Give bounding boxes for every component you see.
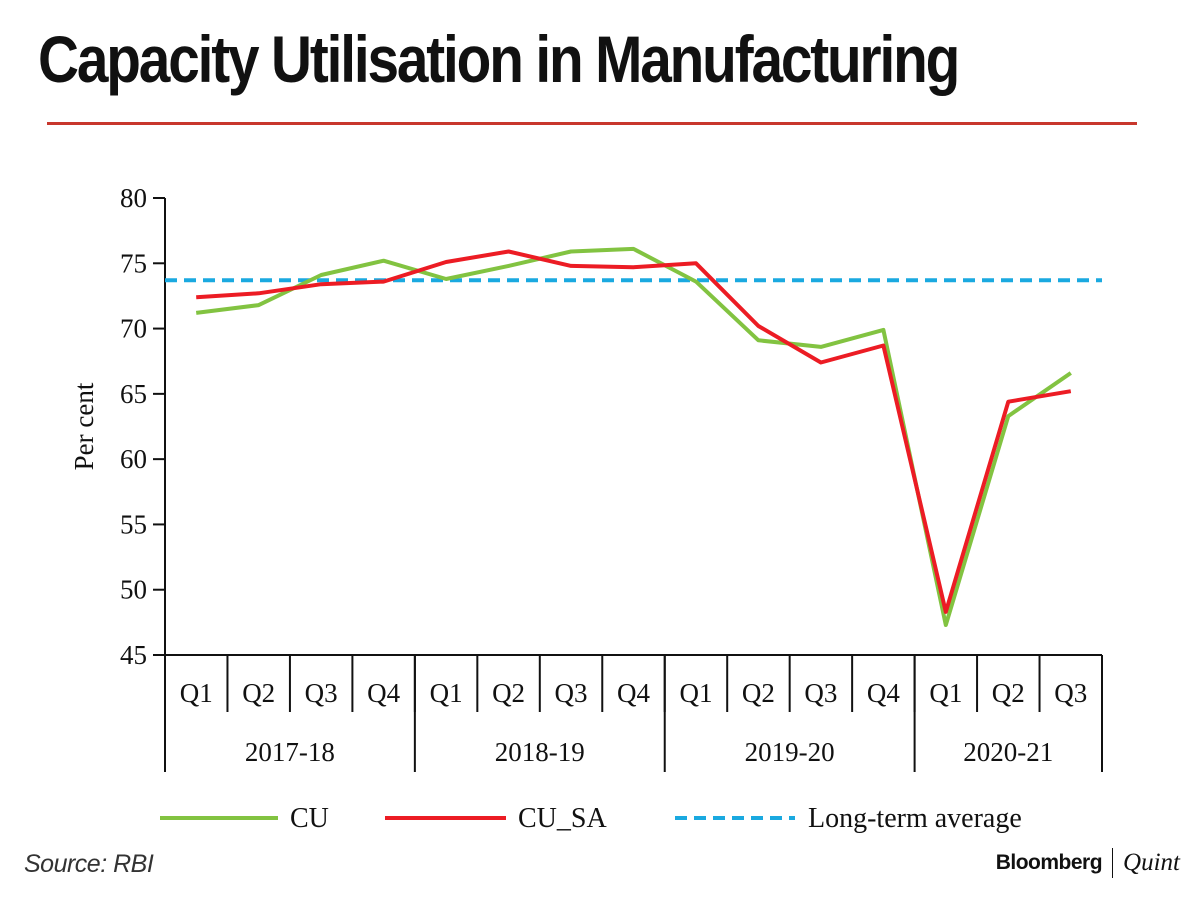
title-rule (47, 122, 1137, 125)
y-tick-label: 55 (120, 509, 147, 539)
y-axis-title: Per cent (69, 382, 99, 470)
x-tick-label: Q4 (617, 678, 650, 708)
x-tick-label: Q1 (929, 678, 962, 708)
x-tick-label: Q2 (992, 678, 1025, 708)
brand-primary: Bloomberg (995, 851, 1103, 874)
x-tick-label: Q3 (555, 678, 588, 708)
x-tick-label: Q1 (430, 678, 463, 708)
group-label: 2017-18 (245, 737, 335, 767)
y-tick-label: 50 (120, 575, 147, 605)
y-tick-label: 65 (120, 379, 147, 409)
legend-label-cu-sa: CU_SA (518, 803, 607, 834)
x-tick-label: Q2 (742, 678, 775, 708)
y-tick-label: 45 (120, 640, 147, 670)
y-tick-label: 70 (120, 314, 147, 344)
series-line-cu (195, 246, 1072, 627)
brand-divider (1112, 848, 1114, 878)
x-tick-label: Q1 (679, 678, 712, 708)
y-tick-label: 75 (120, 248, 147, 278)
brand-logo: Bloomberg Quint (996, 848, 1180, 878)
legend-label-cu: CU (290, 803, 329, 834)
chart-title: Capacity Utilisation in Manufacturing (38, 22, 960, 96)
series-line-cu-sa (196, 249, 1072, 614)
legend-label-long-term-average: Long-term average (808, 803, 1022, 834)
group-label: 2018-19 (495, 737, 585, 767)
y-tick-label: 60 (120, 444, 147, 474)
x-tick-label: Q1 (180, 678, 213, 708)
brand-secondary: Quint (1123, 849, 1180, 876)
x-tick-label: Q4 (867, 678, 900, 708)
group-label: 2020-21 (963, 737, 1053, 767)
x-tick-label: Q3 (804, 678, 837, 708)
source-note: Source: RBI (24, 850, 154, 878)
x-tick-label: Q2 (492, 678, 525, 708)
x-tick-label: Q2 (242, 678, 275, 708)
x-tick-label: Q4 (367, 678, 400, 708)
group-label: 2019-20 (745, 737, 835, 767)
x-tick-label: Q3 (1054, 678, 1087, 708)
y-tick-label: 80 (120, 183, 147, 213)
x-tick-label: Q3 (305, 678, 338, 708)
